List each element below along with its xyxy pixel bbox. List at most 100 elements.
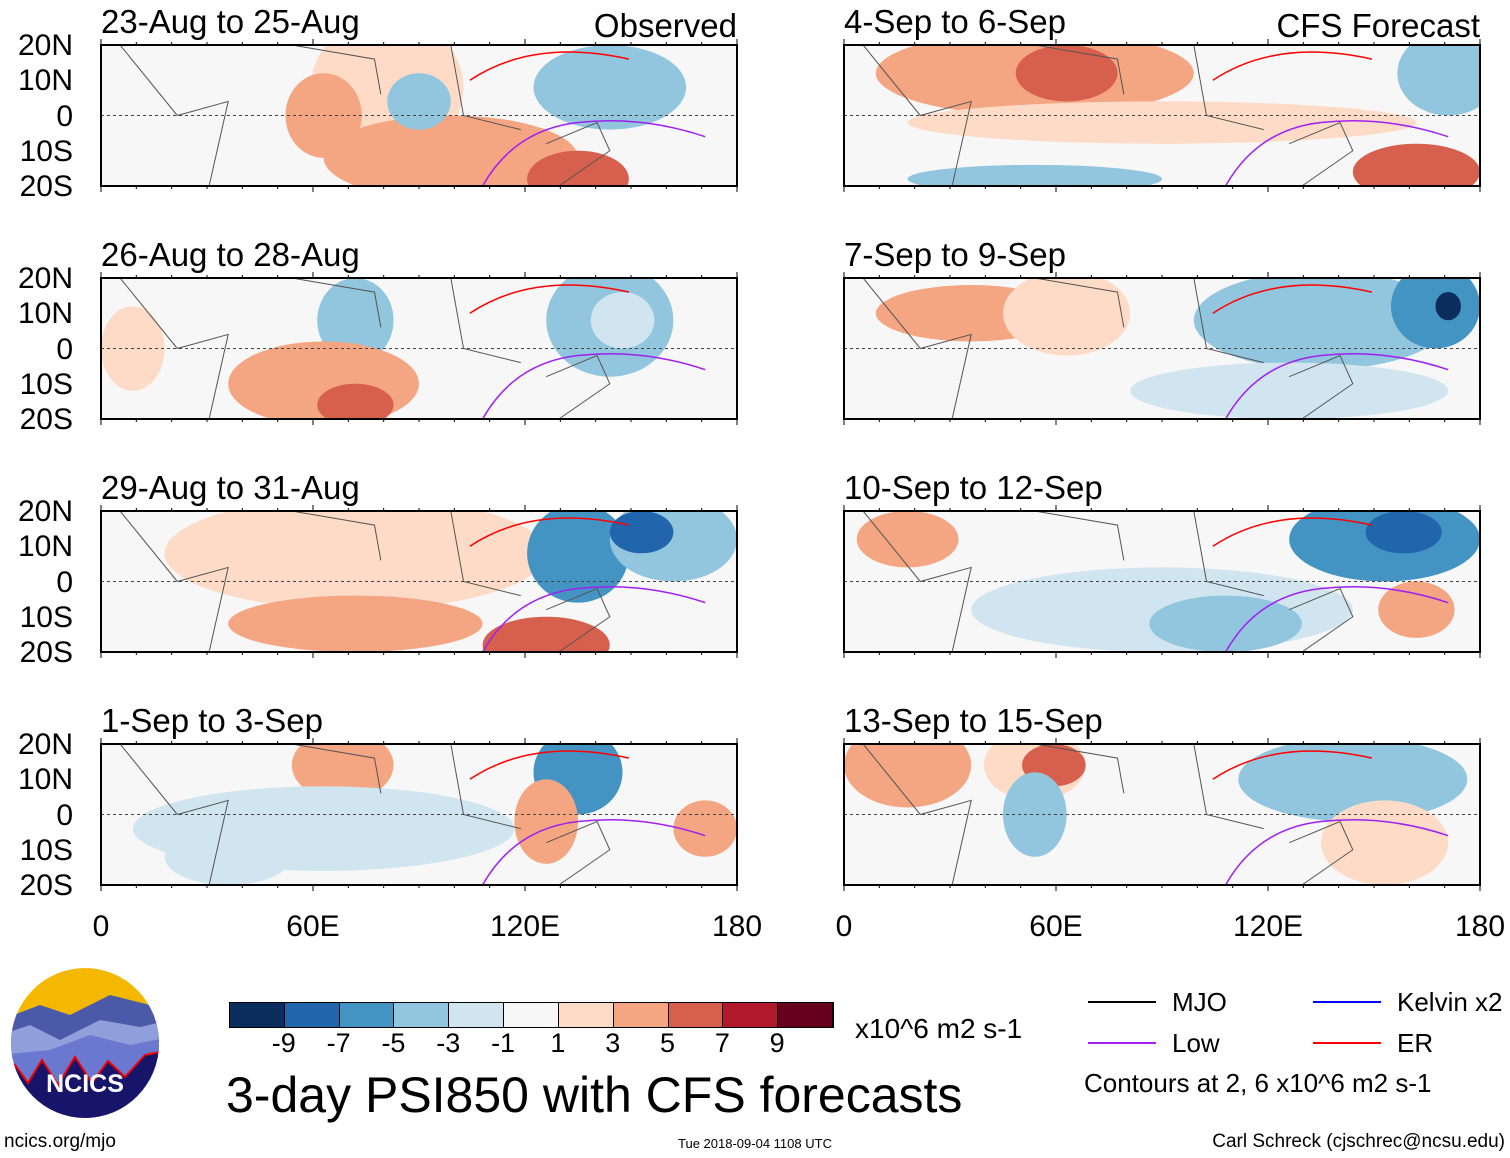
- coastline: [119, 278, 611, 419]
- colorbar-swatch: [723, 1003, 779, 1027]
- er-contour: [1212, 517, 1373, 547]
- y-tick-label: 20S: [19, 636, 73, 669]
- legend-line-er: [1313, 1042, 1381, 1044]
- er-contour: [469, 51, 630, 81]
- legend-line-mjo: [1088, 1001, 1156, 1003]
- er-contour: [1212, 284, 1373, 314]
- y-tick-label: 20S: [19, 170, 73, 203]
- colorbar-swatch: [339, 1003, 395, 1027]
- legend-line-low: [1088, 1042, 1156, 1044]
- y-tick-label: 10S: [19, 600, 73, 634]
- colorbar-swatch: [230, 1003, 285, 1027]
- shading-field: [856, 511, 1480, 652]
- ncics-logo: NCICS: [11, 968, 159, 1118]
- anomaly-shading: [1352, 143, 1480, 186]
- panel-title: 29-Aug to 31-Aug: [101, 469, 360, 506]
- panel-title: 23-Aug to 25-Aug: [101, 3, 360, 40]
- anomaly-shading: [164, 511, 547, 610]
- x-tick-label: 120E: [489, 910, 561, 943]
- anomaly-shading: [323, 115, 578, 186]
- anomaly-shading: [514, 779, 578, 864]
- x-tick-label: 60E: [1029, 910, 1083, 943]
- low-contour: [1224, 586, 1449, 652]
- colorbar-label: -9: [271, 1028, 296, 1058]
- colorbar-swatch: [284, 1003, 340, 1027]
- legend-label: MJO: [1172, 987, 1227, 1017]
- anomaly-shading: [1003, 772, 1067, 857]
- footer-author: Carl Schreck (cjschrec@ncsu.edu): [1212, 1131, 1505, 1152]
- coastline: [862, 744, 1354, 885]
- x-tick-label: 180: [1454, 910, 1506, 943]
- anomaly-shading: [907, 101, 1417, 144]
- y-tick-label: 20N: [17, 495, 73, 528]
- y-tick-label: 10N: [17, 297, 73, 331]
- colorbar-label: 1: [550, 1028, 566, 1058]
- y-tick-label: 20S: [19, 869, 73, 902]
- x-tick-label: 0: [835, 910, 853, 943]
- anomaly-shading: [1365, 511, 1442, 554]
- shading-field: [119, 45, 706, 186]
- anomaly-shading: [228, 595, 483, 652]
- colorbar-swatch: [778, 1003, 833, 1027]
- low-contour: [481, 819, 706, 885]
- colorbar-swatch: [504, 1003, 559, 1027]
- colorbar-swatch: [613, 1003, 669, 1027]
- y-tick-label: 20N: [17, 29, 73, 62]
- colorbar-label: -7: [326, 1028, 351, 1058]
- anomaly-shading: [1435, 292, 1461, 321]
- legend-line-kelvin: [1313, 1001, 1381, 1003]
- low-contour: [1224, 120, 1449, 186]
- panel-title: 26-Aug to 28-Aug: [101, 236, 360, 273]
- legend-label: Low: [1172, 1028, 1220, 1058]
- colorbar-swatch: [394, 1003, 450, 1027]
- map-panel: [843, 505, 1481, 658]
- anomaly-shading: [1397, 45, 1480, 116]
- low-contour: [481, 586, 706, 652]
- y-tick-label: 10N: [17, 64, 73, 98]
- map-panel: [100, 505, 738, 658]
- panel-title: 7-Sep to 9-Sep: [844, 236, 1066, 273]
- anomaly-shading: [1390, 278, 1480, 349]
- colorbar-label: -1: [491, 1028, 516, 1058]
- low-contour: [1224, 819, 1449, 885]
- er-contour: [1212, 750, 1373, 780]
- colorbar-label: 5: [660, 1028, 676, 1058]
- figure-title: 3-day PSI850 with CFS forecasts: [226, 1067, 963, 1123]
- y-tick-label: 20S: [19, 403, 73, 436]
- panel-tag: Observed: [593, 7, 737, 44]
- map-panel: [843, 738, 1481, 891]
- er-contour: [1212, 51, 1373, 81]
- colorbar: [229, 1002, 834, 1028]
- y-tick-label: 0: [56, 332, 73, 366]
- map-panel: [843, 39, 1481, 192]
- panel-title: 4-Sep to 6-Sep: [844, 3, 1066, 40]
- anomaly-shading: [533, 45, 687, 130]
- low-contour: [1224, 353, 1449, 419]
- y-tick-label: 0: [56, 565, 73, 599]
- y-tick-label: 0: [56, 99, 73, 133]
- anomaly-shading: [1321, 800, 1449, 885]
- colorbar-swatch: [558, 1003, 614, 1027]
- footer-timestamp: Tue 2018-09-04 1108 UTC: [678, 1136, 832, 1151]
- colorbar-label: -3: [436, 1028, 461, 1058]
- er-contour: [469, 750, 630, 780]
- anomaly-shading: [482, 616, 610, 652]
- low-contour: [481, 353, 706, 419]
- shading-field: [101, 278, 706, 419]
- colorbar-units: x10^6 m2 s-1: [855, 1013, 1023, 1044]
- low-contour: [481, 120, 706, 186]
- anomaly-shading: [1003, 278, 1131, 356]
- panel-title: 10-Sep to 12-Sep: [844, 469, 1103, 506]
- anomaly-shading: [1193, 278, 1449, 370]
- colorbar-label: 9: [769, 1028, 785, 1058]
- coastline: [119, 744, 611, 885]
- coastline: [862, 45, 1354, 186]
- footer-link[interactable]: ncics.org/mjo: [4, 1131, 116, 1152]
- anomaly-shading: [527, 511, 629, 603]
- anomaly-shading: [609, 511, 674, 554]
- contours-note: Contours at 2, 6 x10^6 m2 s-1: [1084, 1068, 1432, 1098]
- anomaly-shading: [387, 73, 451, 130]
- anomaly-shading: [856, 511, 959, 568]
- colorbar-label: 3: [605, 1028, 621, 1058]
- map-panel: [100, 272, 738, 425]
